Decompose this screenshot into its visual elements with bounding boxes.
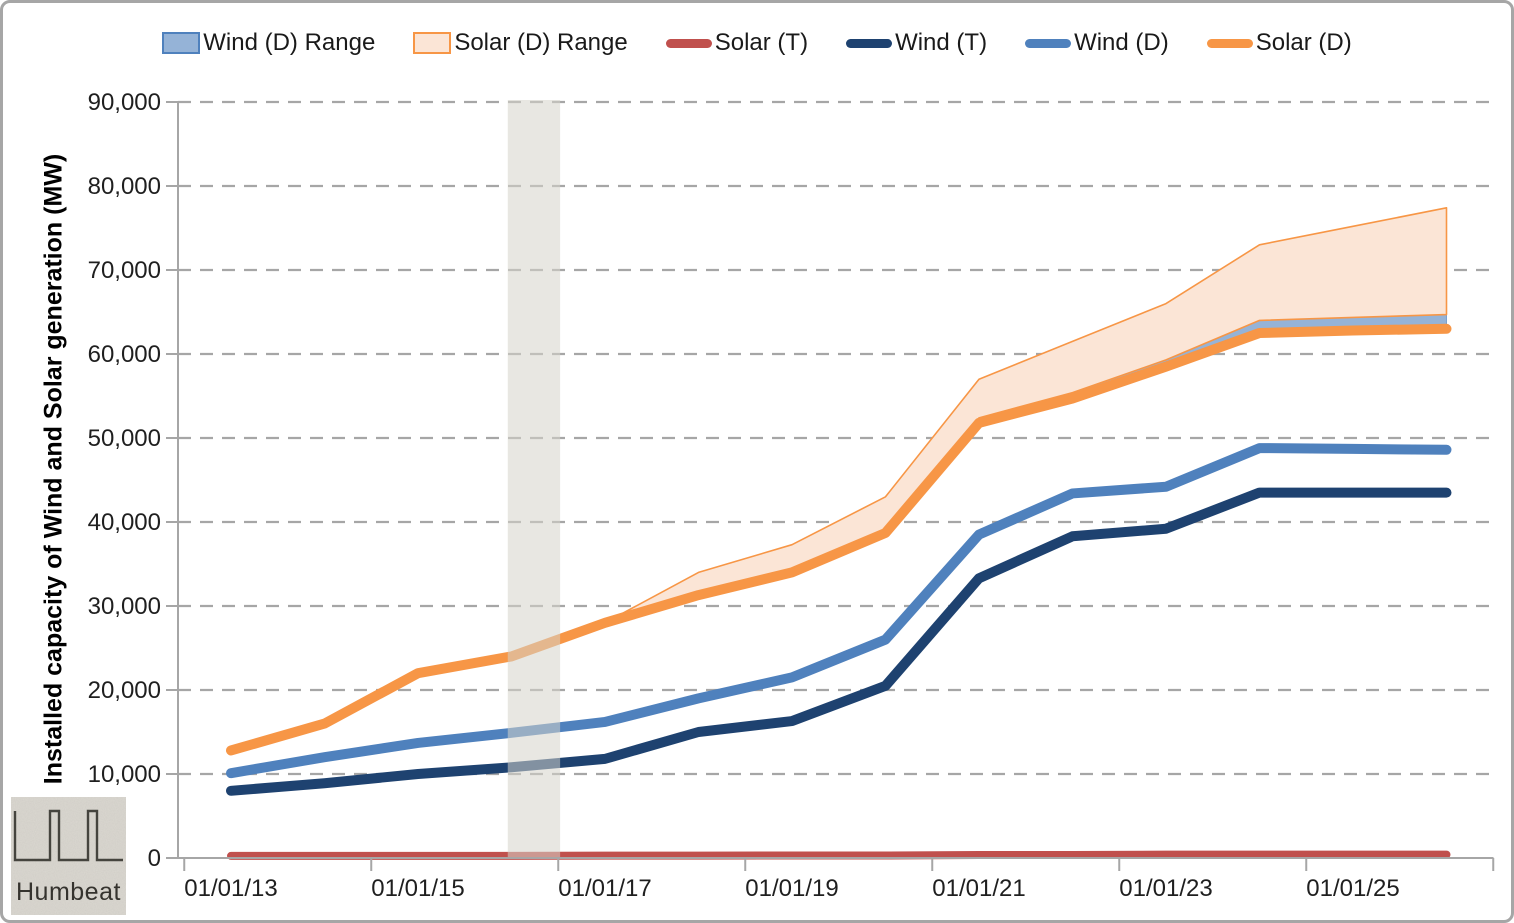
legend-label: Wind (D) Range <box>203 29 376 56</box>
highlight-band <box>507 100 561 859</box>
legend-swatch-box <box>413 32 452 54</box>
humbeat-logo: Humbeat <box>11 797 126 915</box>
logo-noise-texture <box>11 797 126 915</box>
y-tick-label: 40,000 <box>88 509 161 536</box>
installed-capacity-chart: 0 10,000 20,000 30,000 40,000 50,000 60,000 70,… <box>88 89 1495 902</box>
axis-labels: 0 10,000 20,000 30,000 40,000 50,000 60,000 70,… <box>88 89 1400 902</box>
y-axis-title: Installed capacity of Wind and Solar gen… <box>39 153 68 785</box>
axes <box>166 101 1495 871</box>
y-tick-label: 90,000 <box>88 89 161 116</box>
legend-label: Solar (D) Range <box>454 29 628 56</box>
legend-swatch-line <box>846 38 893 48</box>
legend-swatch-line <box>1025 38 1072 48</box>
legend-item-solar-d: Solar (D) <box>1206 29 1352 57</box>
legend-swatch-line <box>1206 38 1253 48</box>
x-tick-label: 01/01/19 <box>745 875 838 902</box>
x-tick-label: 01/01/23 <box>1119 875 1212 902</box>
legend-label: Wind (D) <box>1074 29 1169 56</box>
series-line-wind-d <box>226 443 1452 779</box>
x-tick-label: 01/01/15 <box>371 875 464 902</box>
legend-item-wind-t: Wind (T) <box>846 29 987 57</box>
legend-item-wind-d: Wind (D) <box>1025 29 1169 57</box>
legend-swatch-box <box>162 32 201 54</box>
legend-label: Solar (T) <box>714 29 809 56</box>
legend-label: Solar (D) <box>1255 29 1352 56</box>
y-tick-label: 80,000 <box>88 173 161 200</box>
x-tick-label: 01/01/13 <box>184 875 277 902</box>
x-tick-label: 01/01/17 <box>558 875 651 902</box>
legend-label: Wind (T) <box>895 29 988 56</box>
y-tick-label: 70,000 <box>88 257 161 284</box>
series-line-solar-t <box>227 850 1451 860</box>
chart-legend: Wind (D) Range Solar (D) Range Solar (T) Wi… <box>3 29 1511 57</box>
y-tick-label: 30,000 <box>88 593 161 620</box>
x-tick-label: 01/01/21 <box>932 875 1025 902</box>
y-tick-label: 10,000 <box>88 761 161 788</box>
x-tick-label: 01/01/25 <box>1306 875 1399 902</box>
y-tick-label: 0 <box>148 845 161 872</box>
series-line-solar-d <box>226 323 1452 756</box>
y-tick-label: 20,000 <box>88 677 161 704</box>
pulse-wave-icon <box>13 809 123 862</box>
legend-item-solar-d-range: Solar (D) Range <box>413 29 628 57</box>
legend-swatch-line <box>665 38 712 48</box>
series-line-wind-t <box>226 487 1452 796</box>
y-tick-label: 60,000 <box>88 341 161 368</box>
legend-item-wind-d-range: Wind (D) Range <box>162 29 375 57</box>
logo-text: Humbeat <box>16 878 121 906</box>
legend-item-solar-t: Solar (T) <box>665 29 809 57</box>
y-tick-label: 50,000 <box>88 425 161 452</box>
y-gridlines <box>178 100 1494 776</box>
